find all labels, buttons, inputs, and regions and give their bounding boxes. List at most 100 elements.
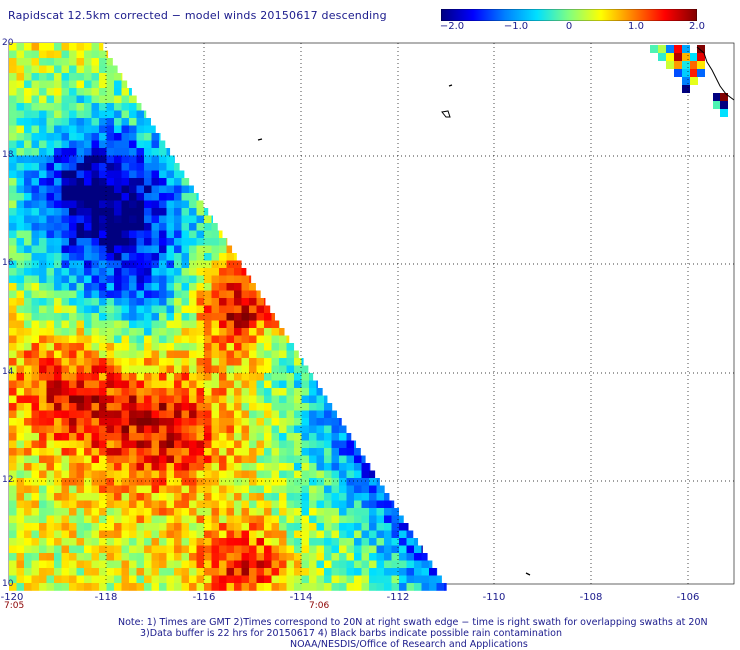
swath-cell [279,538,287,546]
swath-cell [256,478,265,486]
swath-cell [121,403,130,411]
swath-cell [174,215,182,224]
swath-cell [121,373,130,381]
swath-cell [54,133,62,141]
swath-cell [174,365,182,374]
swath-cell [204,515,212,524]
swath-cell [196,493,205,501]
swath-cell [151,358,160,366]
swath-cell [294,523,302,531]
swath-cell [151,253,160,261]
swath-cell [69,290,77,299]
swath-cell [151,133,160,141]
swath-cell [174,275,182,284]
swath-cell [249,358,257,366]
swath-cell [24,433,32,441]
swath-cell [181,545,190,554]
swath-cell [54,260,62,269]
swath-cell [399,575,407,584]
swath-cell [361,553,370,561]
swath-cell [54,283,62,291]
swath-cell [286,470,295,479]
map-title: Rapidscat 12.5km corrected − model winds… [8,9,387,22]
swath-cell [76,118,85,126]
swath-cell [196,320,205,329]
swath-cell [54,515,62,524]
swath-cell [713,101,721,109]
swath-cell [69,125,77,134]
swath-cell [69,140,77,149]
swath-cell [174,238,182,246]
swath-cell [136,215,145,224]
swath-cell [151,493,160,501]
swath-cell [166,440,175,449]
swath-cell [279,410,287,419]
swath-cell [219,560,227,569]
y-tick-label: 14 [2,367,14,377]
swath-cell [91,208,100,216]
swath-cell [264,343,272,351]
swath-cell [69,523,77,531]
swath-cell [61,320,70,329]
swath-cell [249,313,257,321]
swath-cell [31,493,40,501]
swath-cell [91,140,100,149]
swath-cell [189,335,197,344]
swath-cell [234,350,242,359]
swath-cell [39,253,47,261]
swath-cell [54,418,62,426]
swath-cell [31,193,40,201]
swath-cell [264,530,272,539]
swath-cell [346,523,355,531]
swath-cell [316,560,325,569]
swath-cell [151,170,160,179]
swath-cell [309,440,317,449]
swath-cell [279,523,287,531]
swath-cell [204,388,212,396]
swath-cell [99,388,107,396]
swath-cell [84,538,92,546]
swath-cell [226,245,233,254]
swath-cell [46,350,55,359]
swath-cell [9,170,17,179]
swath-cell [24,478,32,486]
swath-cell [69,373,77,381]
swath-cell [91,560,100,569]
swath-cell [76,148,85,156]
swath-cell [24,193,32,201]
swath-cell [84,328,92,336]
swath-cell [99,470,107,479]
swath-cell [219,313,227,321]
swath-cell [324,433,332,441]
swath-cell [69,508,77,516]
swath-cell [324,493,332,501]
swath-cell [159,200,167,209]
swath-cell [16,178,25,186]
swath-cell [106,568,115,576]
swath-cell [151,208,160,216]
swath-cell [196,200,204,209]
swath-cell [324,455,332,464]
swath-cell [46,575,55,584]
swath-cell [16,118,25,126]
swath-cell [226,238,228,246]
swath-cell [346,553,355,561]
swath-cell [331,583,340,591]
swath-cell [181,530,190,539]
swath-cell [226,455,235,464]
swath-cell [211,245,220,254]
swath-cell [234,343,242,351]
swath-cell [114,433,122,441]
swath-cell [121,215,130,224]
swath-cell [54,575,62,584]
y-tick-label: 10 [2,579,14,589]
swath-cell [24,140,32,149]
swath-cell [39,440,47,449]
swath-cell [24,388,32,396]
swath-cell [384,553,392,561]
swath-cell [106,133,115,141]
swath-cell [69,538,77,546]
swath-cell [84,478,92,486]
swath-cell [9,523,17,531]
x-tick-label: -116 [192,592,216,603]
